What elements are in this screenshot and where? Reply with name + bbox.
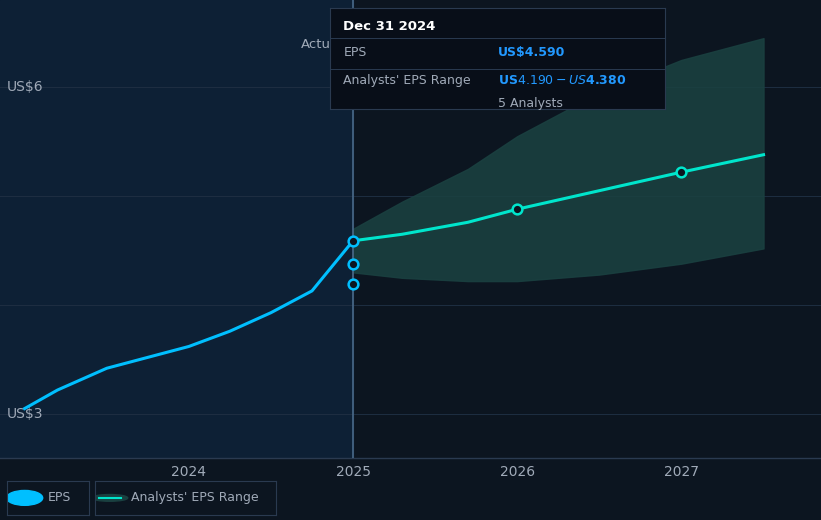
Text: Analysts' EPS Range: Analysts' EPS Range [131, 491, 259, 504]
Text: Analysts Forecasts: Analysts Forecasts [363, 38, 487, 51]
Text: EPS: EPS [343, 46, 367, 59]
Text: US$6: US$6 [7, 80, 44, 94]
Text: Analysts' EPS Range: Analysts' EPS Range [343, 74, 471, 87]
Text: Dec 31 2024: Dec 31 2024 [343, 20, 436, 33]
Text: US$3: US$3 [7, 407, 43, 421]
Circle shape [7, 490, 43, 505]
Bar [0, 0, 353, 458]
Text: 5 Analysts: 5 Analysts [498, 97, 562, 110]
Text: Actual: Actual [301, 38, 343, 51]
Text: US$4.590: US$4.590 [498, 46, 565, 59]
Text: EPS: EPS [48, 491, 71, 504]
Circle shape [92, 495, 128, 501]
Text: US$4.190 - US$4.380: US$4.190 - US$4.380 [498, 74, 626, 87]
